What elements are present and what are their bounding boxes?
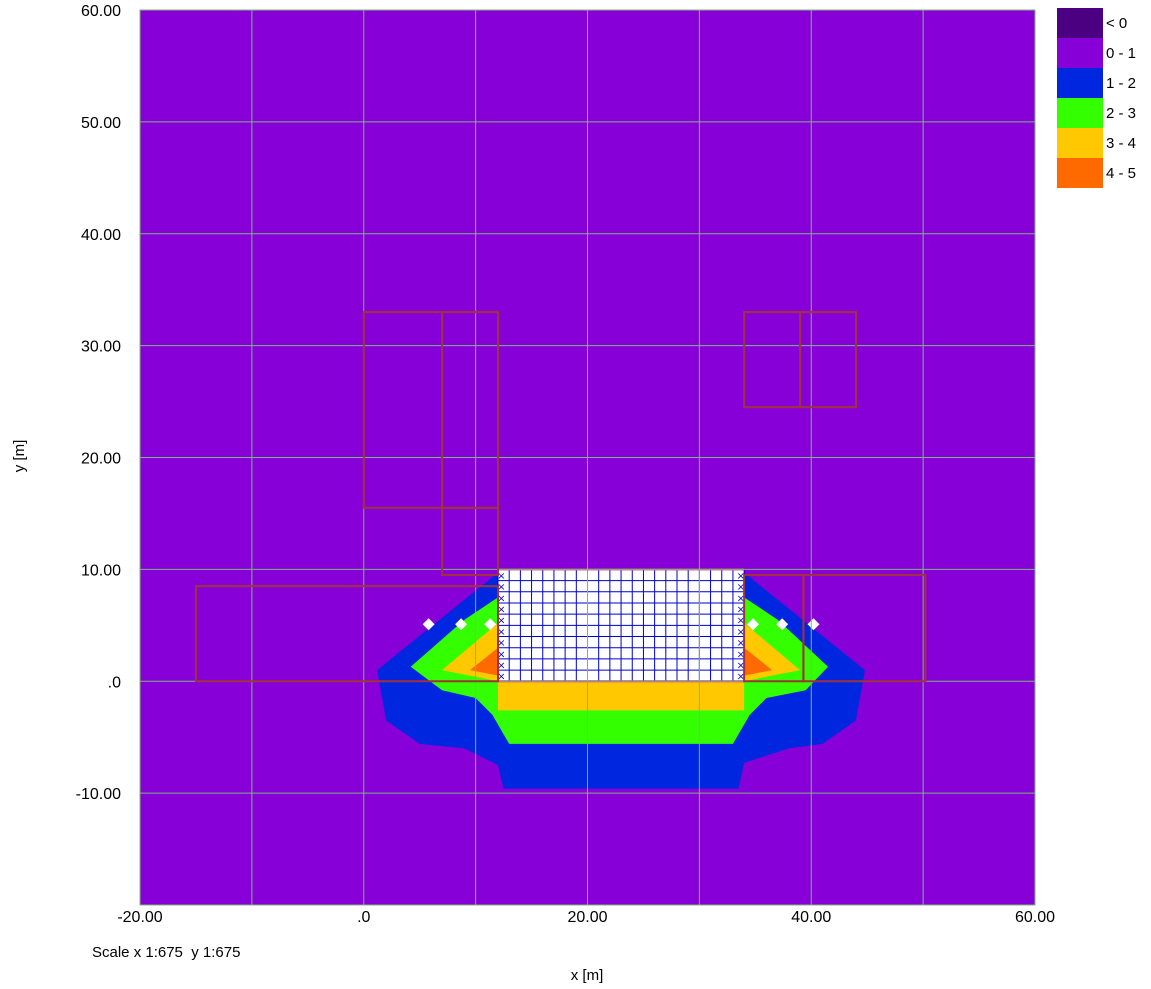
support-marker: × xyxy=(497,627,505,638)
support-marker: × xyxy=(497,660,505,671)
marker-point xyxy=(807,618,820,631)
building-outline xyxy=(799,311,857,409)
marker-point xyxy=(776,618,789,631)
support-marker: × xyxy=(737,627,745,638)
legend-swatch xyxy=(1057,128,1103,158)
x-tick-label: .0 xyxy=(357,909,370,926)
legend-swatch xyxy=(1057,158,1103,188)
support-marker: × xyxy=(737,672,745,683)
y-tick-label: 40.00 xyxy=(81,227,121,244)
building-outlines xyxy=(194,311,927,683)
x-tick-label: -20.00 xyxy=(117,909,162,926)
building-outline xyxy=(441,506,499,576)
marker-point xyxy=(484,618,497,631)
support-marker: × xyxy=(737,616,745,627)
support-marker: × xyxy=(497,582,505,593)
scale-text: Scale x 1:675 y 1:675 xyxy=(92,944,241,961)
support-marker: × xyxy=(497,605,505,616)
y-axis-label: y [m] xyxy=(11,440,28,473)
marker-point xyxy=(455,618,468,631)
contour-zone xyxy=(470,647,498,676)
marker-point xyxy=(422,618,435,631)
x-tick-labels: -20.00 .0 20.00 40.00 60.00 xyxy=(117,909,1055,926)
y-tick-label: 30.00 xyxy=(81,339,121,356)
x-tick-label: 40.00 xyxy=(791,909,831,926)
legend-swatch xyxy=(1057,98,1103,128)
support-marker: × xyxy=(737,582,745,593)
grid-lines xyxy=(139,9,1036,906)
y-tick-label: 20.00 xyxy=(81,451,121,468)
support-marker: × xyxy=(737,605,745,616)
support-marker: × xyxy=(497,616,505,627)
y-tick-label: -10.00 xyxy=(76,786,121,803)
legend-swatch xyxy=(1057,68,1103,98)
building-outline xyxy=(194,585,499,683)
legend-label: 2 - 3 xyxy=(1106,105,1136,122)
x-tick-label: 60.00 xyxy=(1015,909,1055,926)
legend-swatch xyxy=(1057,38,1103,68)
building-outline xyxy=(802,573,927,683)
marker-point xyxy=(747,618,760,631)
support-marker: × xyxy=(737,571,745,582)
y-tick-labels: -10.00 .0 10.00 20.00 30.00 40.00 50.00 60.00 xyxy=(76,3,121,803)
x-axis-label: x [m] xyxy=(571,967,604,984)
legend-label: < 0 xyxy=(1106,15,1127,32)
x-tick-label: 20.00 xyxy=(567,909,607,926)
support-marker: × xyxy=(497,638,505,649)
y-tick-label: .0 xyxy=(108,674,121,691)
support-marker: × xyxy=(497,593,505,604)
support-marker: × xyxy=(497,571,505,582)
legend: < 0 0 - 1 1 - 2 2 - 3 3 - 4 4 - 5 xyxy=(1057,8,1136,188)
support-marker: × xyxy=(737,660,745,671)
support-marker: × xyxy=(497,649,505,660)
legend-label: 3 - 4 xyxy=(1106,135,1136,152)
plot-frame xyxy=(139,9,1036,906)
y-tick-label: 60.00 xyxy=(81,3,121,20)
support-marker: × xyxy=(497,672,505,683)
legend-swatch xyxy=(1057,8,1103,38)
y-tick-label: 50.00 xyxy=(81,115,121,132)
support-marker: × xyxy=(737,638,745,649)
legend-label: 4 - 5 xyxy=(1106,165,1136,182)
support-marker: × xyxy=(737,649,745,660)
contour-zone xyxy=(744,647,773,676)
legend-label: 1 - 2 xyxy=(1106,75,1136,92)
support-marker: × xyxy=(737,593,745,604)
y-tick-label: 10.00 xyxy=(81,562,121,579)
legend-label: 0 - 1 xyxy=(1106,45,1136,62)
